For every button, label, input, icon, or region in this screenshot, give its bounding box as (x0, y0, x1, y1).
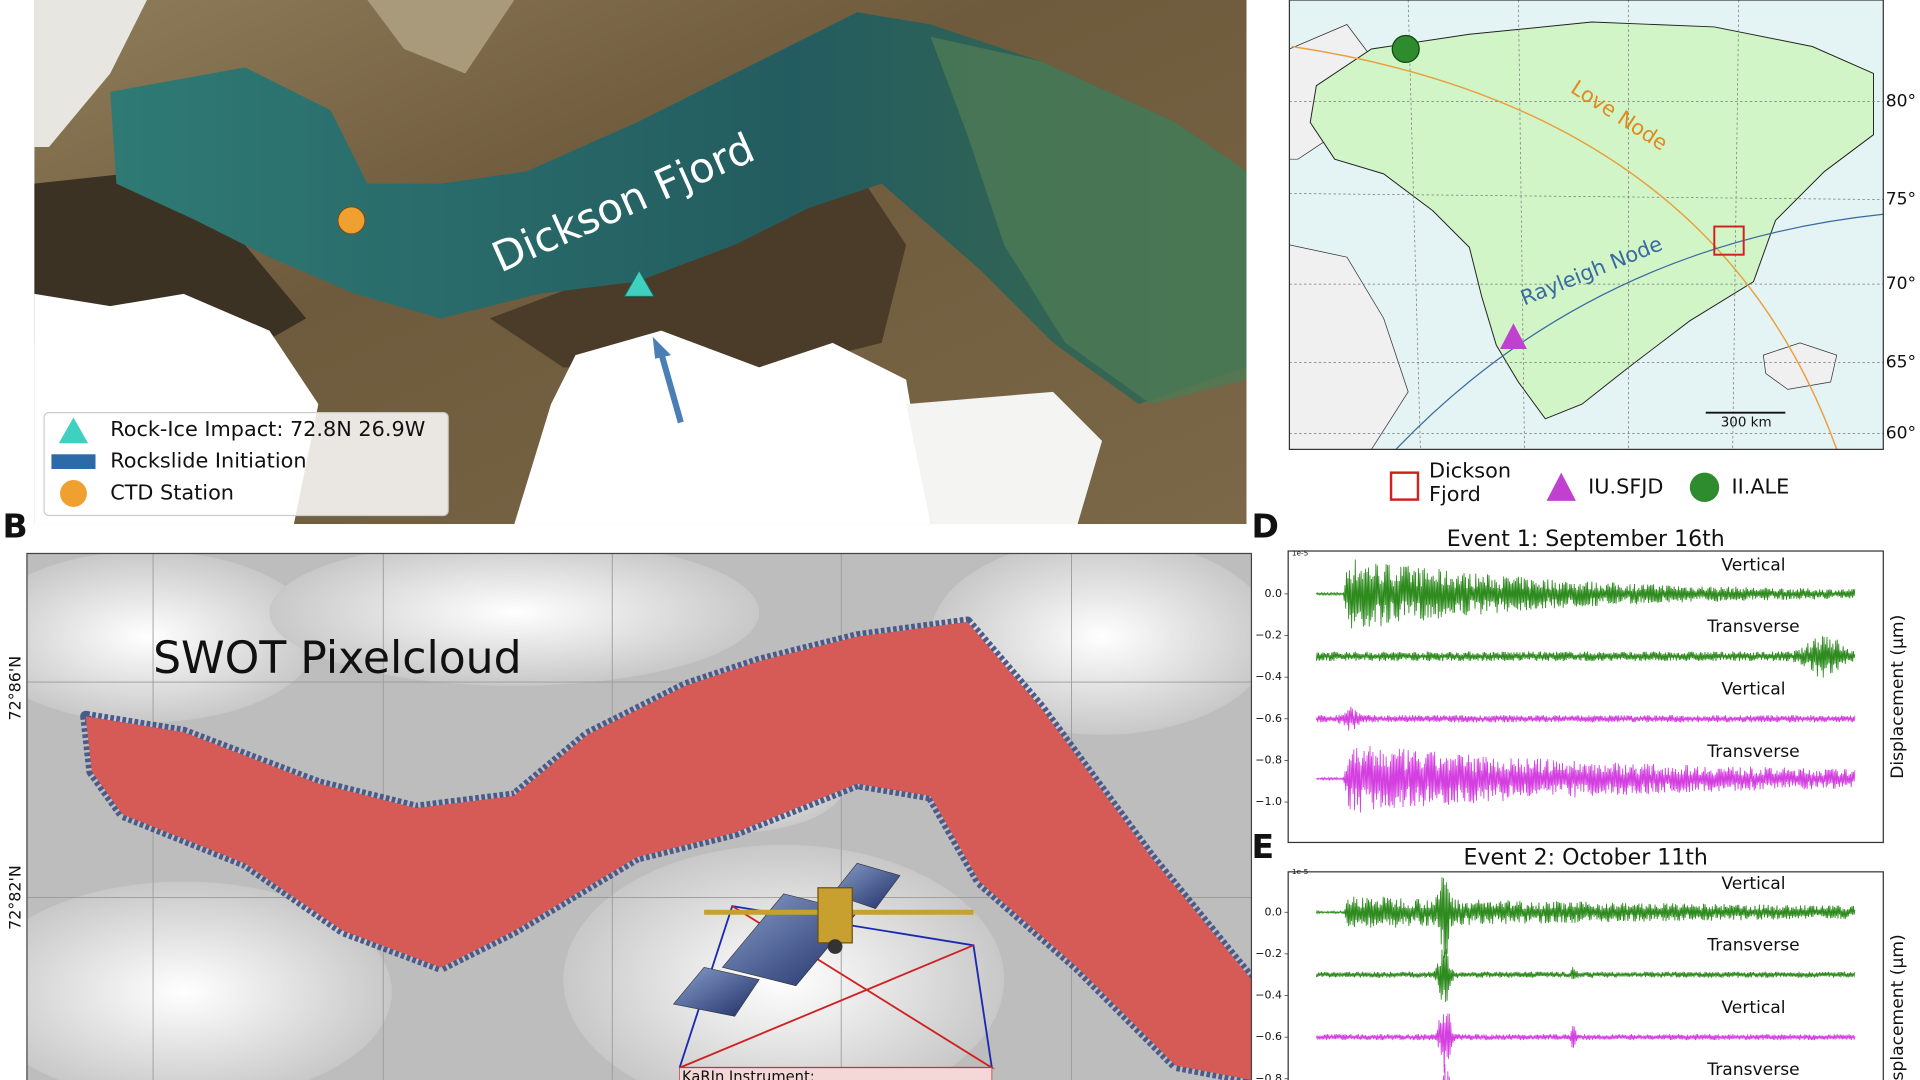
trace-label: Transverse (1706, 742, 1799, 762)
y-tick-label: −0.8 (1255, 753, 1282, 766)
snow (906, 391, 1103, 525)
legend-symbol (1689, 472, 1720, 503)
legend-label: Dickson Fjord (1428, 460, 1512, 507)
y-tick-label: −0.2 (1255, 629, 1282, 642)
legend-box (43, 412, 449, 517)
sfjd-marker (1500, 323, 1527, 349)
panel-letter: B (2, 506, 27, 545)
land (1289, 244, 1409, 450)
y-tick-label: −0.4 (1255, 989, 1282, 1002)
rockslide-arrow-head (652, 336, 672, 359)
ctd-marker (337, 206, 366, 235)
trace-label: Vertical (1721, 556, 1785, 576)
ridge (367, 0, 515, 74)
rockslide-arrow (657, 348, 684, 424)
dem (269, 553, 760, 686)
legend-label: Rockslide Initiation (110, 449, 306, 473)
lat-label: 65° (1886, 352, 1916, 372)
panel-letter: E (1251, 827, 1274, 866)
y-tick-label: −0.6 (1255, 712, 1282, 725)
rayleigh-path (1395, 213, 1884, 450)
y-tick-label: 0.0 (1265, 905, 1283, 918)
snow (514, 330, 931, 525)
waveform (1315, 1013, 1856, 1073)
waveforms: 0.0 −0.2 −0.4 −0.6 −0.8 Vertical Transverse Ver… (1255, 874, 1856, 1080)
trace-label: Transverse (1706, 617, 1799, 637)
trace-label: Transverse (1706, 1060, 1799, 1080)
ridge (489, 171, 907, 368)
greenland (1309, 21, 1874, 420)
waveform (1315, 877, 1856, 959)
panel-b-frame (26, 552, 1253, 1080)
snow (34, 0, 147, 147)
trace-label: Transverse (1706, 935, 1799, 955)
dem (26, 881, 392, 1080)
y-tick-label: −1.0 (1255, 795, 1282, 808)
legend-label: IU.SFJD (1588, 474, 1663, 498)
panel-title: SWOT Pixelcloud (153, 633, 522, 684)
lat-label: 72°82'N (5, 865, 24, 930)
legend-symbol (1546, 472, 1576, 501)
y-tick-label: −0.2 (1255, 947, 1282, 960)
legend-symbol (60, 480, 87, 507)
sea-ice (930, 36, 1247, 405)
lat-label: 80° (1886, 92, 1916, 112)
y-axis-label: Displacement (μm) (1888, 934, 1908, 1080)
legend-label: Rock-Ice Impact: 72.8N 26.9W (110, 417, 425, 441)
love-path (1291, 45, 1838, 450)
panel-c: Love Node Rayleigh Node 300 km 80° 75° 7… (1288, 0, 1916, 507)
legend-symbol (51, 454, 96, 469)
scale-label: 300 km (1721, 415, 1772, 430)
legend-symbol (1389, 471, 1420, 501)
multiplier: 1e-5 (1292, 867, 1309, 876)
graticule (1289, 0, 1884, 450)
panel-letter: D (1251, 506, 1278, 545)
panel-a: Dickson Fjord Rock-Ice Impact: 72.8N 26.… (34, 0, 1247, 525)
multiplier: 1e-5 (1292, 548, 1309, 557)
waveform (1315, 706, 1856, 731)
lat-label: 70° (1886, 274, 1916, 294)
y-axis-label: Displacement (μm) (1888, 615, 1908, 779)
y-tick-label: −0.8 (1255, 1072, 1282, 1080)
satellite: KaRIn Instrument: (672, 862, 996, 1080)
legend-symbol (58, 417, 89, 444)
lat-label: 75° (1886, 190, 1916, 210)
legend-label: CTD Station (110, 480, 234, 504)
y-tick-label: −0.6 (1255, 1030, 1282, 1043)
trace-label: Vertical (1721, 998, 1785, 1018)
waveforms: 0.0 −0.2 −0.4 −0.6 −0.8 −1.0 Vertical Transvers… (1255, 556, 1856, 813)
instrument-label: KaRIn Instrument: (682, 1069, 815, 1080)
waveform (1316, 745, 1856, 813)
panel-b: SWOT Pixelcloud KaRIn Instrument: (26, 553, 1252, 1080)
trace-label: Vertical (1721, 679, 1785, 699)
impact-marker (623, 269, 655, 297)
y-tick-label: 0.0 (1265, 587, 1283, 600)
lat-label: 72°86'N (5, 656, 24, 721)
waveform (1315, 636, 1856, 678)
pixelcloud (85, 622, 1252, 1080)
waveform (1315, 559, 1856, 629)
ale-marker (1391, 34, 1420, 64)
legend-label: Dickson Fjord (1428, 460, 1512, 507)
dem (26, 553, 319, 723)
waveform (1315, 948, 1856, 1003)
panel-title: Event 2: October 11th (1464, 845, 1708, 870)
legend-label: II.ALE (1731, 474, 1789, 498)
y-tick-label: −0.4 (1255, 670, 1282, 683)
map-frame (1288, 0, 1884, 451)
trace-label: Vertical (1721, 874, 1785, 894)
fjord-box (1713, 225, 1745, 256)
lat-label: 60° (1886, 423, 1916, 443)
panel-title: Event 1: September 16th (1447, 527, 1725, 552)
